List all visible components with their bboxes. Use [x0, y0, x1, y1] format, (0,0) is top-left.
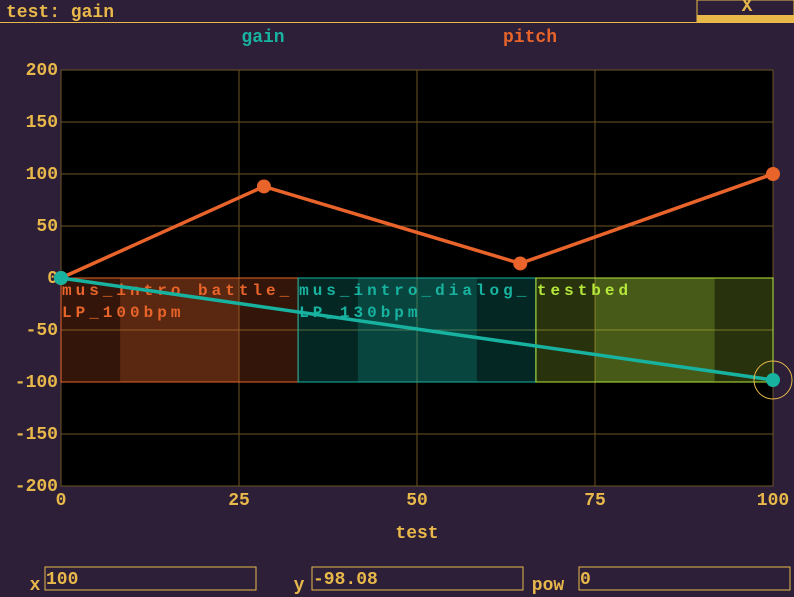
- window-title: test: gain: [6, 3, 114, 23]
- y-tick-label: 0: [47, 269, 58, 289]
- x-tick-label: 25: [228, 491, 250, 511]
- point: [513, 256, 528, 271]
- input-field[interactable]: [578, 566, 791, 591]
- region-label: mus_intro_battle_LP_100bpm: [62, 282, 294, 322]
- point: [256, 179, 271, 194]
- input-field[interactable]: [44, 566, 257, 591]
- input-value: 100: [46, 570, 78, 590]
- close-button-bar: [697, 15, 794, 22]
- control-label: y: [294, 576, 305, 596]
- input-value: -98.08: [313, 570, 378, 590]
- series-line: [60, 172, 774, 280]
- input-field[interactable]: [311, 566, 524, 591]
- y-tick-label: -150: [15, 425, 58, 445]
- input-value: 0: [580, 570, 591, 590]
- x-tick-label: 75: [584, 491, 606, 511]
- x-tick-label: 0: [56, 491, 67, 511]
- y-tick-label: 50: [36, 217, 58, 237]
- y-tick-label: 150: [26, 113, 58, 133]
- series-line: [60, 276, 774, 382]
- y-tick-label: -100: [15, 373, 58, 393]
- point: [54, 271, 68, 285]
- x-tick-label: 50: [406, 491, 428, 511]
- y-tick-label: -50: [26, 321, 58, 341]
- legend-entry: gain: [241, 28, 284, 48]
- x-tick-label: 100: [757, 491, 789, 511]
- y-tick-label: 100: [26, 165, 58, 185]
- control-label: pow: [532, 576, 565, 596]
- x-axis-label: test: [395, 524, 438, 544]
- point: [766, 373, 780, 388]
- region-label: testbed: [536, 282, 633, 300]
- region-label-box: testbed: [536, 282, 633, 300]
- legend-entry: pitch: [503, 28, 557, 48]
- control-label: x: [30, 576, 41, 596]
- close-button[interactable]: X: [742, 0, 753, 17]
- point: [766, 167, 780, 181]
- y-tick-label: 200: [26, 61, 58, 81]
- hover-ring: [753, 360, 793, 400]
- y-tick-label: -200: [15, 477, 58, 497]
